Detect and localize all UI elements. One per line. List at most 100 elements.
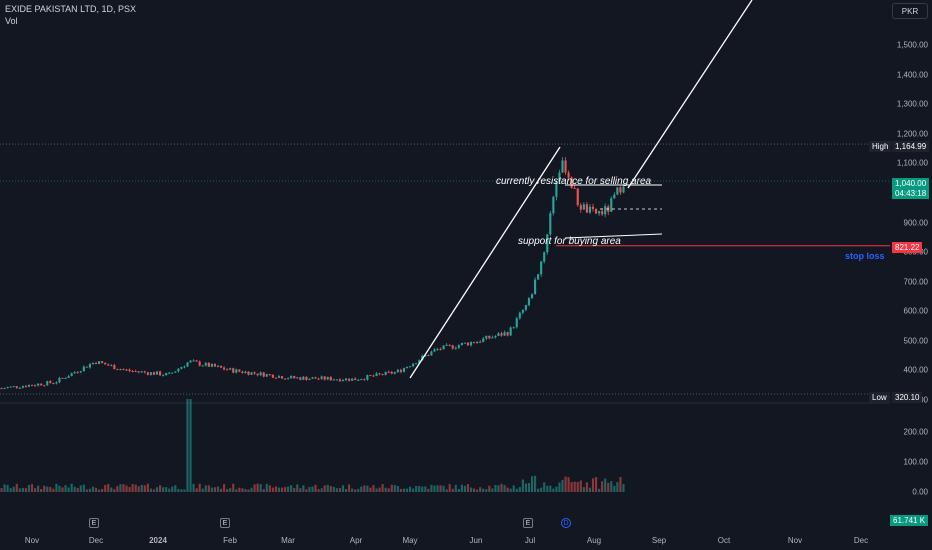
volume-bar [418,485,421,492]
volume-bar [326,484,329,492]
volume-bar [363,485,366,492]
time-tick-label: Dec [853,536,869,545]
candle-body [549,213,552,235]
candle-body [158,371,162,376]
volume-bar [158,485,162,492]
volume-bar [436,485,439,492]
volume-bar [427,488,430,492]
currency-button[interactable]: PKR [892,3,928,19]
candle-body [174,371,177,373]
volume-bar [152,489,156,492]
candle-body [101,361,104,363]
volume-bar [439,485,442,492]
volume-bar [552,488,555,492]
volume-tick-label: 200.00 [903,427,928,437]
dividend-event-icon[interactable]: D [561,518,571,528]
candle-body [290,376,293,379]
volume-bar [512,485,515,492]
volume-bar [311,486,314,492]
volume-bar [348,484,351,492]
volume-bar [271,487,274,492]
volume-bar [64,485,67,492]
volume-bar [533,475,537,492]
candle-body [165,373,168,376]
candle-body [363,379,366,381]
candle-body [33,385,37,387]
candle-body [582,204,585,210]
candle-body [46,381,49,386]
volume-bar [76,488,79,492]
candle-body [49,381,52,383]
volume-bar [195,488,198,492]
volume-bar [454,484,457,492]
volume-bar [402,488,406,492]
volume-bar [323,485,326,492]
candle-body [296,377,299,379]
candle-body [37,383,40,386]
time-tick-label: Mar [281,536,295,545]
chart-plot-area[interactable] [0,0,890,532]
candle-body [488,335,491,339]
candle-body [372,375,375,377]
candle-body [140,371,143,373]
candle-body [451,345,454,349]
volume-bar [235,489,238,492]
candle-body [588,206,592,213]
volume-bar [488,485,491,492]
high-value: 1,164.99 [892,141,930,152]
volume-bar [369,487,372,492]
price-tick-label: 1,400.00 [896,70,928,80]
volume-legend: Vol [5,16,18,26]
earnings-event-icon[interactable]: E [523,518,533,528]
candle-body [146,372,149,375]
volume-bar [219,488,223,492]
price-tick-label: 900.00 [903,218,928,227]
candle-body [229,368,232,370]
candle-body [256,373,259,376]
candle-body [369,375,372,377]
volume-bar [405,488,409,492]
candle-body [479,341,482,343]
candle-body [98,361,101,364]
volume-bar [381,484,384,492]
volume-bar [232,483,235,492]
price-chart[interactable] [0,0,890,532]
candle-body [155,371,159,375]
volume-bar [463,485,467,492]
candle-body [283,378,287,380]
volume-bar [146,483,149,492]
candle-body [216,365,220,367]
earnings-event-icon[interactable]: E [220,518,230,528]
candle-body [555,181,558,197]
price-axis[interactable]: 1,500.00 1,400.00 1,300.00 1,200.00 1,100.00… [890,0,932,550]
stop-price-tag: 821.22 [892,242,923,253]
volume-bar [82,484,85,492]
volume-bar [210,487,213,492]
price-tick-label: 1,300.00 [896,99,928,109]
candle-body [119,369,122,371]
volume-bar [6,484,9,492]
earnings-event-icon[interactable]: E [89,518,99,528]
volume-bar [540,487,543,492]
candle-body [564,160,567,173]
candle-body [18,387,21,389]
volume-bar [125,485,128,492]
volume-bar [280,487,284,492]
volume-bar [460,484,463,492]
time-tick-label: Apr [349,536,363,545]
candle-body [308,378,311,380]
candle-body [213,363,217,367]
volume-bar [140,484,143,492]
volume-bar [143,485,146,492]
volume-bar [49,486,52,492]
time-axis[interactable]: Nov Dec 2024 Feb Mar Apr May Jun Jul Aug Sep Oct Nov… [0,532,890,550]
candle-body [21,386,24,388]
volume-bar [329,486,332,492]
volume-bar [88,488,92,492]
volume-bar [131,484,134,492]
candle-body [70,373,73,377]
volume-bar [226,489,229,492]
candle-body [463,342,467,344]
candle-body [9,386,12,388]
volume-bar [332,486,335,492]
